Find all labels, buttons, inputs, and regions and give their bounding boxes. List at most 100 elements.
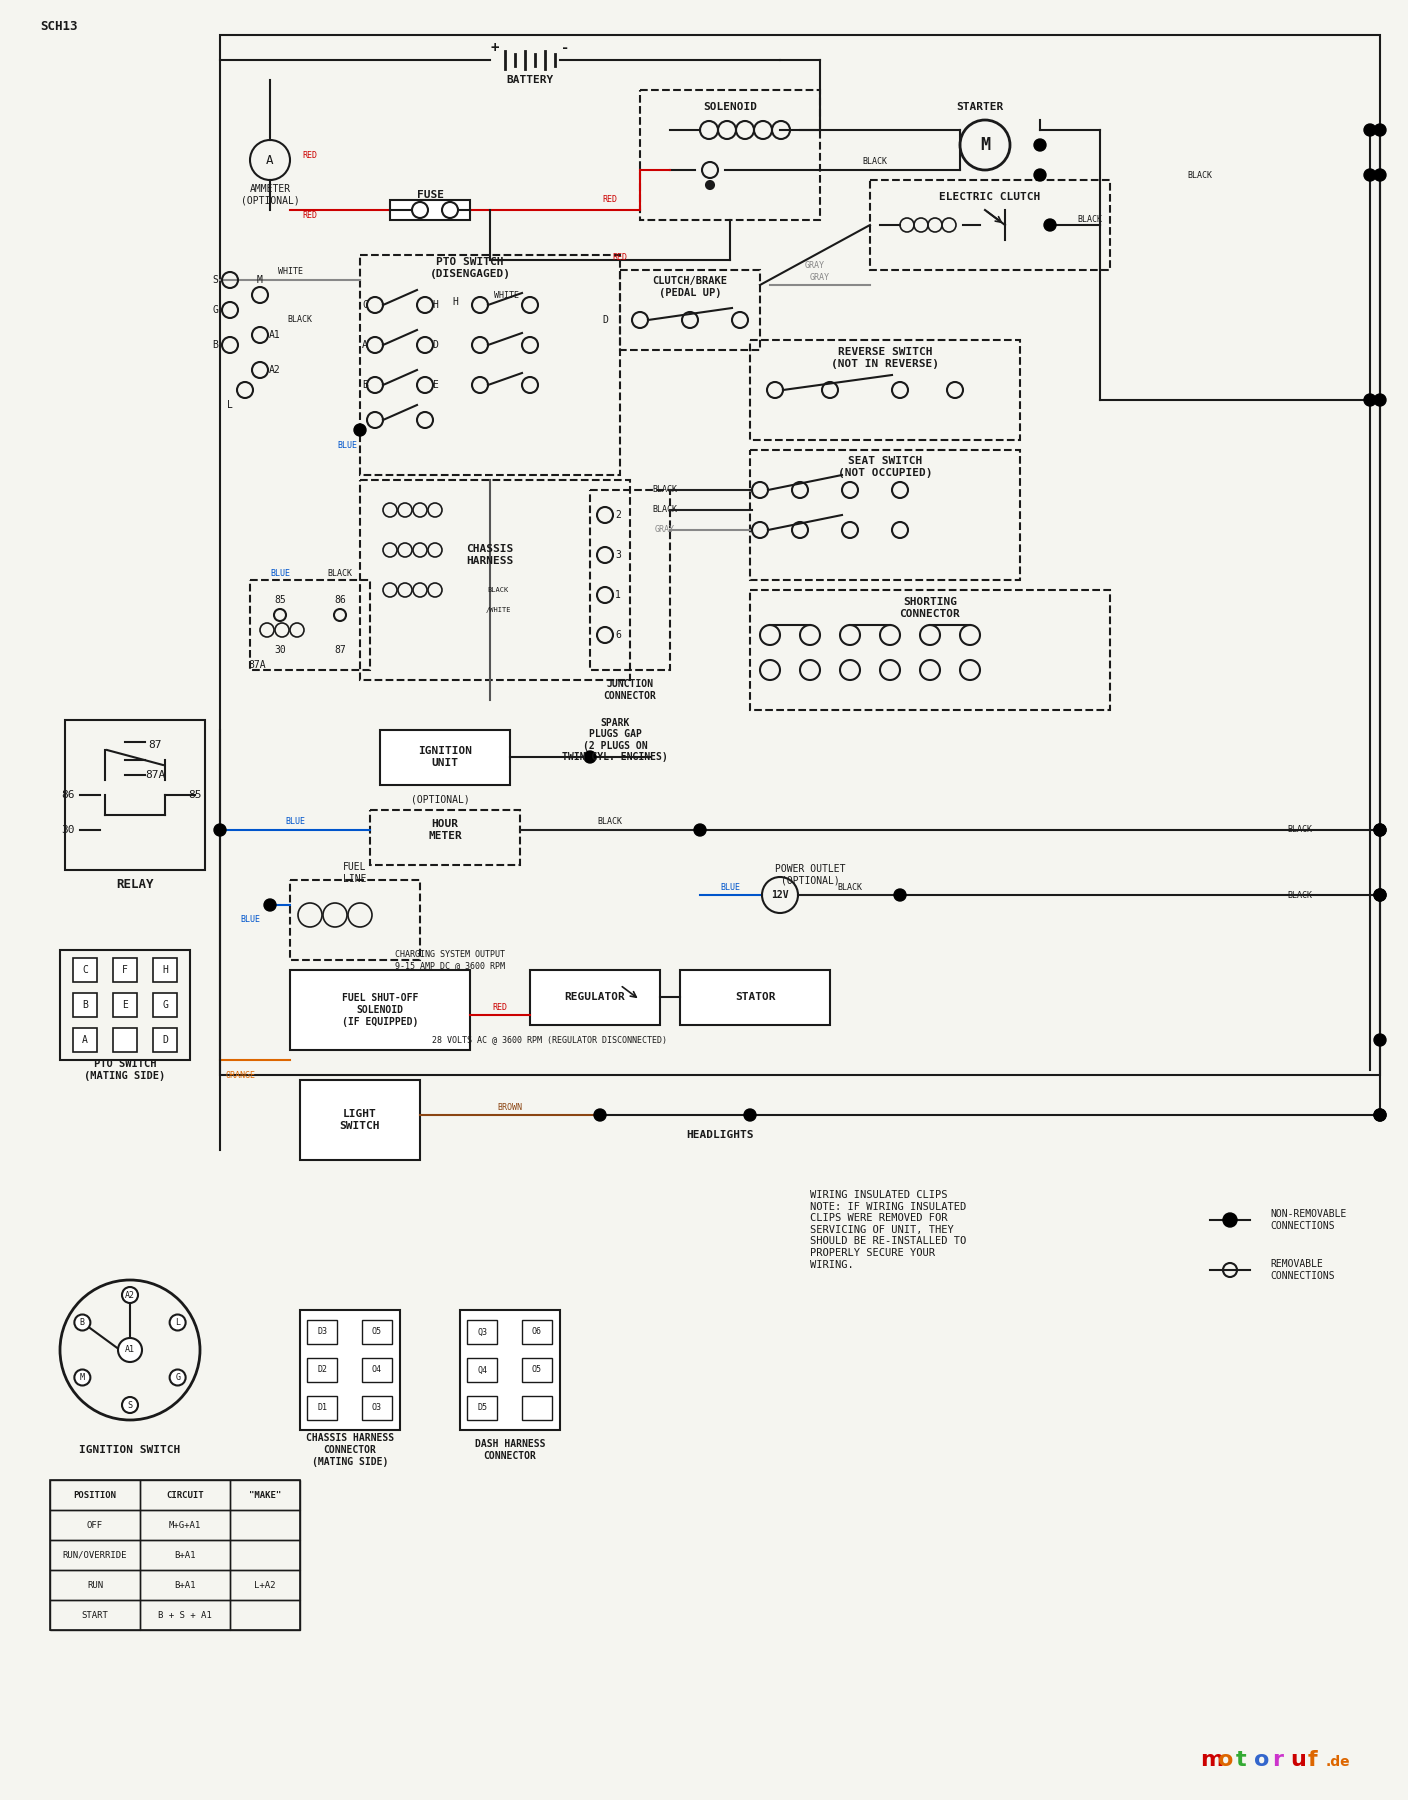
- Circle shape: [122, 1287, 138, 1303]
- Text: RED: RED: [493, 1003, 507, 1012]
- Text: SPARK
PLUGS GAP
(2 PLUGS ON
TWIN CYL. ENGINES): SPARK PLUGS GAP (2 PLUGS ON TWIN CYL. EN…: [562, 718, 667, 763]
- Text: OFF: OFF: [87, 1521, 103, 1530]
- Text: S: S: [128, 1400, 132, 1409]
- Text: POSITION: POSITION: [73, 1490, 117, 1499]
- Text: E: E: [122, 1001, 128, 1010]
- Bar: [65, 720, 206, 869]
- Bar: [153, 958, 177, 983]
- Text: WIRING INSULATED CLIPS
NOTE: IF WIRING INSULATED
CLIPS WERE REMOVED FOR
SERVICIN: WIRING INSULATED CLIPS NOTE: IF WIRING I…: [810, 1190, 966, 1269]
- Text: PTO SWITCH
(DISENGAGED): PTO SWITCH (DISENGAGED): [429, 257, 511, 279]
- Text: REMOVABLE
CONNECTIONS: REMOVABLE CONNECTIONS: [1270, 1260, 1335, 1282]
- Bar: [380, 731, 510, 785]
- Text: Q3: Q3: [477, 1328, 487, 1336]
- Bar: [467, 1319, 497, 1345]
- Bar: [460, 1310, 560, 1429]
- Circle shape: [1364, 394, 1376, 407]
- Text: START: START: [82, 1611, 108, 1620]
- Text: A: A: [82, 1035, 87, 1046]
- Text: f: f: [1308, 1750, 1318, 1769]
- Text: H: H: [162, 965, 168, 976]
- Text: L: L: [227, 400, 232, 410]
- Bar: [113, 994, 137, 1017]
- Text: O6: O6: [532, 1328, 542, 1336]
- Bar: [590, 490, 670, 670]
- Text: 86: 86: [62, 790, 75, 799]
- Circle shape: [214, 824, 227, 835]
- Bar: [522, 1357, 552, 1382]
- Circle shape: [1033, 169, 1046, 182]
- Text: o: o: [1218, 1750, 1233, 1769]
- Bar: [73, 958, 97, 983]
- Text: 30: 30: [275, 644, 286, 655]
- Circle shape: [1224, 1213, 1238, 1228]
- Text: SEAT SWITCH
(NOT OCCUPIED): SEAT SWITCH (NOT OCCUPIED): [838, 455, 932, 477]
- Text: 1: 1: [615, 590, 621, 599]
- Text: BLACK: BLACK: [652, 486, 677, 495]
- Circle shape: [1374, 889, 1385, 902]
- Bar: [230, 1570, 300, 1600]
- Text: 30: 30: [62, 824, 75, 835]
- Text: ORANGE: ORANGE: [225, 1071, 255, 1080]
- Bar: [220, 34, 1380, 1075]
- Text: 86: 86: [334, 596, 346, 605]
- Circle shape: [75, 1314, 90, 1330]
- Text: RED: RED: [303, 211, 317, 220]
- Text: RUN: RUN: [87, 1580, 103, 1589]
- Text: 87: 87: [334, 644, 346, 655]
- Bar: [290, 880, 420, 959]
- Bar: [153, 1028, 177, 1051]
- Bar: [139, 1480, 230, 1510]
- Circle shape: [584, 751, 596, 763]
- Bar: [750, 450, 1019, 580]
- Circle shape: [1374, 169, 1385, 182]
- Text: +: +: [491, 41, 500, 56]
- Bar: [467, 1397, 497, 1420]
- Text: BLACK: BLACK: [1187, 171, 1212, 180]
- Bar: [362, 1357, 391, 1382]
- Text: H: H: [452, 297, 458, 308]
- Circle shape: [1374, 824, 1385, 835]
- Text: B: B: [82, 1001, 87, 1010]
- Bar: [51, 1600, 139, 1631]
- Circle shape: [75, 1370, 90, 1386]
- Bar: [522, 1397, 552, 1420]
- Text: FUEL
LINE: FUEL LINE: [344, 862, 366, 884]
- Text: u: u: [1290, 1750, 1305, 1769]
- Text: GRAY: GRAY: [655, 526, 674, 535]
- Text: B + S + A1: B + S + A1: [158, 1611, 211, 1620]
- Text: A1: A1: [125, 1346, 135, 1354]
- Text: 85: 85: [275, 596, 286, 605]
- Text: 87A: 87A: [248, 661, 266, 670]
- Text: ●: ●: [1377, 394, 1384, 405]
- Bar: [51, 1541, 139, 1570]
- Bar: [529, 970, 660, 1024]
- Bar: [139, 1541, 230, 1570]
- Circle shape: [1033, 139, 1046, 151]
- Circle shape: [1364, 124, 1376, 137]
- Circle shape: [694, 824, 705, 835]
- Text: 85: 85: [189, 790, 201, 799]
- Text: IGNITION SWITCH: IGNITION SWITCH: [79, 1445, 180, 1454]
- Text: L: L: [175, 1318, 180, 1327]
- Text: S: S: [213, 275, 218, 284]
- Circle shape: [1374, 889, 1385, 902]
- Text: M+G+A1: M+G+A1: [169, 1521, 201, 1530]
- Bar: [467, 1357, 497, 1382]
- Text: AMMETER
(OPTIONAL): AMMETER (OPTIONAL): [241, 184, 300, 205]
- Bar: [300, 1310, 400, 1429]
- Text: RED: RED: [303, 151, 317, 160]
- Text: t: t: [1236, 1750, 1246, 1769]
- Bar: [51, 1480, 300, 1631]
- Text: o: o: [1255, 1750, 1270, 1769]
- Bar: [73, 1028, 97, 1051]
- Text: D1: D1: [317, 1404, 327, 1413]
- Bar: [51, 1570, 139, 1600]
- Text: A: A: [266, 153, 273, 167]
- Text: G: G: [175, 1373, 180, 1382]
- Text: A2: A2: [125, 1291, 135, 1300]
- Text: NON-REMOVABLE
CONNECTIONS: NON-REMOVABLE CONNECTIONS: [1270, 1210, 1346, 1231]
- Text: D: D: [603, 315, 608, 326]
- Circle shape: [265, 898, 276, 911]
- Text: FUSE: FUSE: [417, 191, 444, 200]
- Text: 6: 6: [615, 630, 621, 641]
